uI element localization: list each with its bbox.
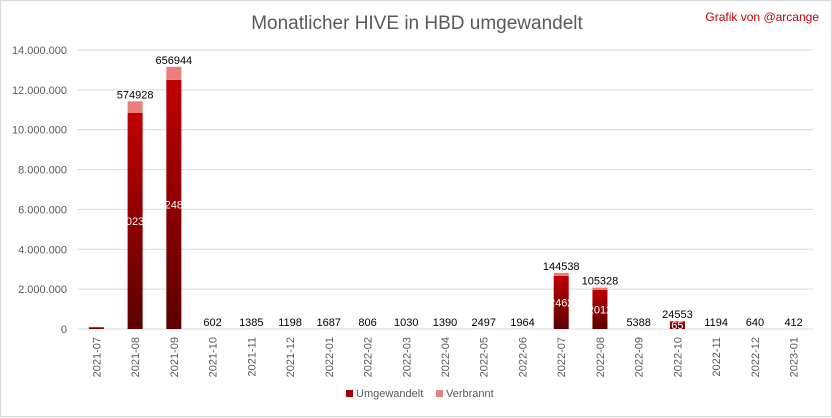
x-tick-label: 2021-09 [169, 337, 181, 377]
data-label-verbrannt: 1198 [278, 317, 302, 329]
data-label-verbrannt: 144538 [543, 261, 580, 273]
x-tick-label: 2021-07 [91, 337, 103, 377]
data-label-verbrannt: 5388 [626, 317, 650, 329]
y-tick-label: 12.000.000 [12, 85, 67, 97]
y-tick-label: 4.000.000 [18, 244, 67, 256]
data-label-verbrannt: 640 [746, 317, 764, 329]
x-tick-label: 2022-10 [672, 337, 684, 377]
y-tick-label: 10.000.000 [12, 125, 67, 137]
x-tick-label: 2022-01 [324, 337, 336, 377]
data-label-umgewandelt: 2012 [588, 304, 612, 316]
x-tick-label: 2022-02 [363, 337, 375, 377]
x-tick-label: 2021-11 [246, 337, 258, 377]
bar-verbrannt [592, 288, 607, 290]
y-tick-label: 8.000.000 [18, 165, 67, 177]
bar-umgewandelt [89, 327, 104, 329]
x-tick-label: 2022-12 [750, 337, 762, 377]
data-label-umgewandelt: 65 [671, 320, 683, 332]
x-tick-label: 2023-01 [789, 337, 801, 377]
data-label-verbrannt: 1385 [239, 317, 263, 329]
x-tick-label: 2021-12 [285, 337, 297, 377]
data-label-verbrannt: 602 [203, 317, 221, 329]
x-tick-label: 2022-07 [556, 337, 568, 377]
y-tick-label: 6.000.000 [18, 204, 67, 216]
legend-label: Umgewandelt [356, 388, 423, 400]
legend-swatch [346, 390, 353, 397]
data-label-verbrannt: 105328 [582, 276, 619, 288]
x-tick-label: 2022-03 [401, 337, 413, 377]
y-tick-label: 2.000.000 [18, 284, 67, 296]
data-label-verbrannt: 1194 [704, 317, 728, 329]
legend-label: Verbrannt [446, 388, 494, 400]
legend-swatch [436, 390, 443, 397]
x-tick-label: 2022-08 [595, 337, 607, 377]
data-label-verbrannt: 656944 [155, 55, 192, 67]
data-label-verbrannt: 574928 [117, 89, 154, 101]
y-tick-label: 0 [61, 324, 67, 336]
data-label-verbrannt: 24553 [662, 309, 693, 321]
data-label-umgewandelt: 10230 [120, 216, 151, 228]
data-label-verbrannt: 1390 [433, 317, 457, 329]
x-tick-label: 2022-11 [711, 337, 723, 377]
data-label-umgewandelt: 12481 [159, 199, 190, 211]
x-tick-label: 2022-04 [440, 337, 452, 377]
data-label-verbrannt: 2497 [471, 317, 495, 329]
data-label-umgewandelt: 2462 [549, 297, 573, 309]
x-tick-label: 2021-10 [208, 337, 220, 377]
bar-verbrannt [166, 67, 181, 80]
y-tick-label: 14.000.000 [12, 45, 67, 57]
x-tick-label: 2022-05 [479, 337, 491, 377]
bar-verbrannt [554, 273, 569, 276]
data-label-verbrannt: 1964 [510, 317, 534, 329]
bar-verbrannt [128, 101, 143, 112]
data-label-verbrannt: 1030 [394, 317, 418, 329]
x-tick-label: 2021-08 [130, 337, 142, 377]
data-label-verbrannt: 1687 [317, 317, 341, 329]
data-label-verbrannt: 412 [784, 317, 802, 329]
x-tick-label: 2022-06 [517, 337, 529, 377]
x-tick-label: 2022-09 [634, 337, 646, 377]
data-label-verbrannt: 806 [358, 317, 376, 329]
